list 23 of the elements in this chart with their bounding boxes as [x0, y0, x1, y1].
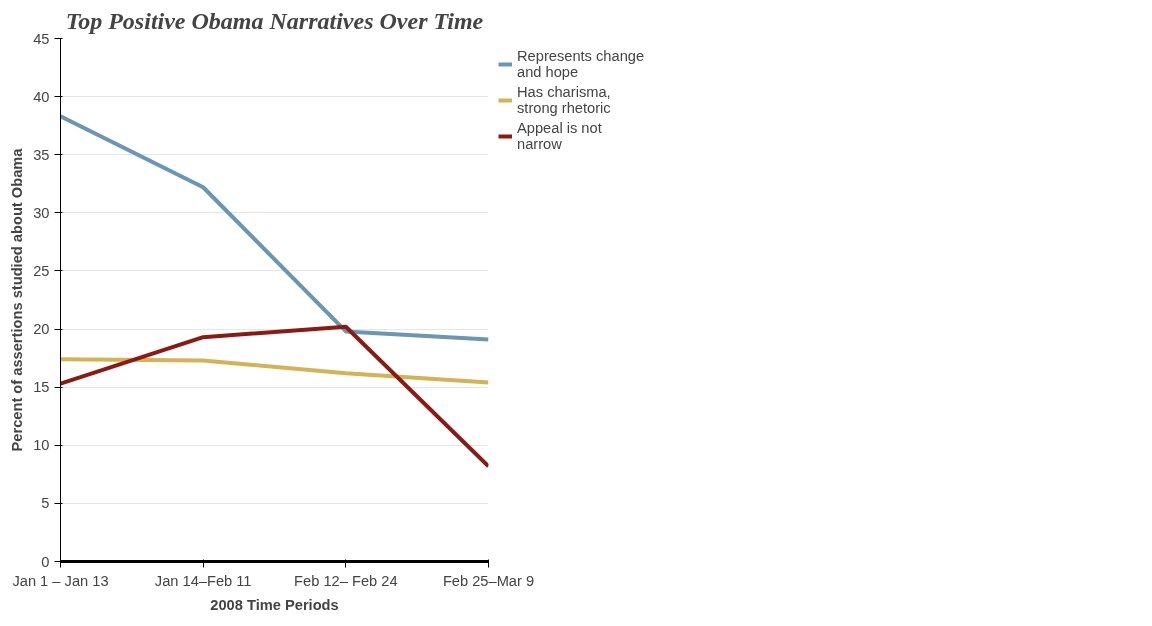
y-tick-label: 5: [41, 495, 50, 512]
y-tick-label: 25: [33, 262, 50, 279]
y-tick-label: 40: [33, 88, 50, 105]
y-tick-label: 10: [33, 437, 50, 454]
y-axis-title: Percent of assertions studied about Obama: [9, 147, 26, 452]
line-series: [60, 324, 489, 469]
x-tick-label: Feb 12– Feb 24: [294, 572, 398, 589]
y-tick-label: 20: [33, 321, 50, 338]
x-tick-label: Feb 25–Mar 9: [442, 572, 535, 589]
x-tick-label: Jan 1 – Jan 13: [12, 572, 109, 589]
y-tick-label: 0: [41, 553, 50, 570]
y-tick-label: 30: [33, 204, 50, 221]
x-tick-label: Jan 14–Feb 11: [154, 572, 252, 589]
line-series: [60, 357, 489, 385]
legend-label: Has charisma, strong rhetoric: [517, 84, 611, 116]
legend-label: Represents change and hope: [517, 48, 645, 80]
y-tick-label: 15: [33, 379, 50, 396]
y-tick-label: 45: [33, 30, 50, 47]
chart-title: Top Positive Obama Narratives Over Time: [65, 7, 484, 34]
line-series: [60, 114, 489, 342]
legend-label: Appeal is not narrow: [517, 120, 602, 152]
y-tick-label: 35: [33, 146, 50, 163]
x-axis-title: 2008 Time Periods: [210, 596, 339, 613]
